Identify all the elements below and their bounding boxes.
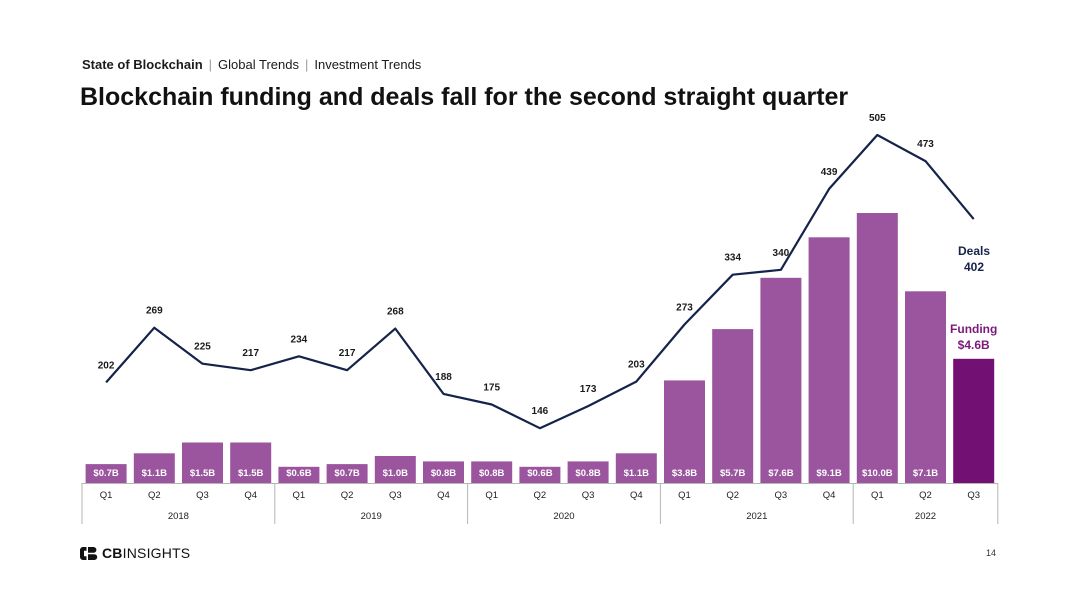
deals-point-label: 340 <box>773 248 790 259</box>
deals-point-label: 146 <box>532 406 549 417</box>
deals-annotation-value: 402 <box>964 260 984 274</box>
funding-bar <box>182 442 223 483</box>
breadcrumb-item: State of Blockchain <box>82 57 203 72</box>
funding-bar <box>712 329 754 483</box>
deals-annotation-title: Deals <box>958 244 990 258</box>
deals-point-label: 188 <box>435 372 452 383</box>
funding-bar <box>615 453 657 483</box>
year-label: 2019 <box>361 511 382 522</box>
funding-bar-label: $1.5B <box>190 468 215 479</box>
deals-point-label: 217 <box>242 348 259 359</box>
funding-bar-label: $0.6B <box>527 468 552 479</box>
x-tick-label: Q3 <box>582 490 595 501</box>
funding-bar <box>905 291 946 483</box>
x-tick-label: Q3 <box>775 490 788 501</box>
funding-bar-label: $7.1B <box>913 468 938 479</box>
x-tick-label: Q2 <box>148 490 161 501</box>
deals-point-label: 273 <box>676 302 693 313</box>
x-tick-label: Q2 <box>919 490 932 501</box>
breadcrumb: State of Blockchain | Global Trends | Invest… <box>82 57 421 72</box>
funding-bar <box>856 213 898 483</box>
funding-bar-label: $1.0B <box>383 468 408 479</box>
deals-point-label: 217 <box>339 348 356 359</box>
x-tick-label: Q3 <box>967 490 980 501</box>
funding-bar <box>953 358 995 483</box>
x-tick-label: Q2 <box>534 490 547 501</box>
cb-insights-logo: CBINSIGHTS <box>80 545 190 561</box>
funding-bar <box>230 442 272 483</box>
deals-line <box>105 133 975 430</box>
funding-bar <box>567 461 609 483</box>
funding-bar <box>133 453 175 483</box>
funding-annotation-value: $4.6B <box>958 338 990 352</box>
funding-bar <box>278 466 320 483</box>
funding-bar-label: $1.1B <box>142 468 167 479</box>
funding-bar-label: $0.8B <box>431 468 456 479</box>
funding-bar <box>471 461 513 483</box>
breadcrumb-item: Investment Trends <box>314 57 422 72</box>
deals-point-label: 505 <box>869 113 886 124</box>
x-tick-label: Q1 <box>293 490 306 501</box>
funding-bar <box>808 237 850 483</box>
funding-bar-label: $1.1B <box>624 468 649 479</box>
deals-point-label: 225 <box>194 342 211 353</box>
deals-point-label: 439 <box>821 167 838 178</box>
x-tick-label: Q4 <box>437 490 450 501</box>
x-tick-label: Q4 <box>244 490 257 501</box>
funding-bar <box>85 464 127 483</box>
x-tick-label: Q1 <box>871 490 884 501</box>
x-tick-label: Q3 <box>196 490 209 501</box>
funding-bar-label: $5.7B <box>720 468 745 479</box>
x-tick-label: Q2 <box>341 490 354 501</box>
brand-text: CBINSIGHTS <box>102 545 190 561</box>
breadcrumb-item: Global Trends <box>218 57 299 72</box>
funding-bar-label: $0.8B <box>479 468 504 479</box>
x-tick-label: Q4 <box>823 490 836 501</box>
deals-point-label: 334 <box>724 253 741 264</box>
cb-insights-logo-icon <box>80 546 98 560</box>
funding-annotation-title: Funding <box>950 322 997 336</box>
funding-bar-label: $7.6B <box>768 468 793 479</box>
year-label: 2021 <box>746 511 767 522</box>
breadcrumb-separator: | <box>304 57 309 72</box>
x-tick-label: Q1 <box>678 490 691 501</box>
deals-point-label: 173 <box>580 384 597 395</box>
funding-bar-label: $0.8B <box>575 468 600 479</box>
page-number: 14 <box>986 548 997 558</box>
funding-bar <box>760 277 802 483</box>
x-tick-label: Q3 <box>389 490 402 501</box>
x-tick-label: Q4 <box>630 490 643 501</box>
funding-bar <box>664 380 705 483</box>
funding-bar <box>519 466 561 483</box>
deals-point-label: 202 <box>98 360 115 371</box>
brand-text-cb: CB <box>102 545 123 561</box>
funding-bar-label: $0.7B <box>334 468 359 479</box>
brand-text-insights: INSIGHTS <box>122 545 191 561</box>
deals-point-label: 268 <box>387 307 404 318</box>
page-title: Blockchain funding and deals fall for th… <box>80 83 849 111</box>
deals-point-label: 473 <box>917 139 934 150</box>
breadcrumb-separator: | <box>208 57 213 72</box>
funding-bar <box>326 464 368 483</box>
funding-bar-label: $1.5B <box>238 468 263 479</box>
deals-point-label: 175 <box>483 382 500 393</box>
deals-point-label: 269 <box>146 306 163 317</box>
funding-bar <box>374 456 416 483</box>
funding-bar-label: $0.7B <box>93 468 118 479</box>
year-label: 2022 <box>915 511 936 522</box>
funding-bar-label: $9.1B <box>816 468 841 479</box>
x-tick-label: Q1 <box>100 490 113 501</box>
funding-bar-label: $0.6B <box>286 468 311 479</box>
funding-bar <box>423 461 464 483</box>
funding-bar-label: $3.8B <box>672 468 697 479</box>
year-label: 2020 <box>553 511 574 522</box>
deals-point-label: 234 <box>291 334 308 345</box>
x-tick-label: Q2 <box>726 490 739 501</box>
funding-bar-label: $10.0B <box>862 468 893 479</box>
year-label: 2018 <box>168 511 189 522</box>
x-tick-label: Q1 <box>485 490 498 501</box>
deals-point-label: 203 <box>628 360 645 371</box>
